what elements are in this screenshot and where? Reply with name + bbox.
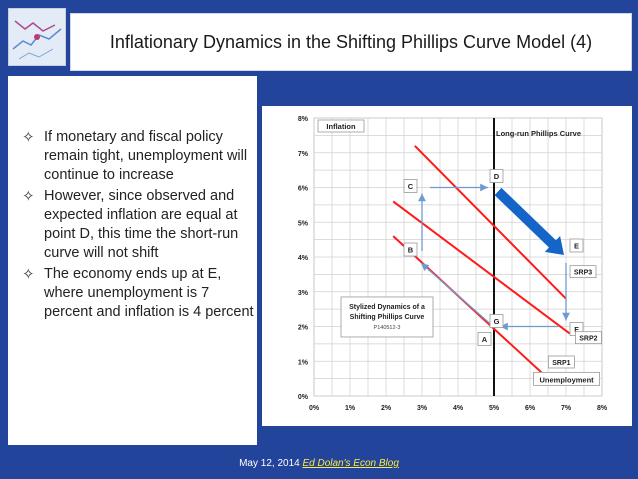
point-label-box: [489, 169, 504, 183]
x-axis-label: Unemployment: [540, 375, 595, 384]
x-tick-label: 4%: [453, 405, 464, 412]
y-tick-label: 7%: [298, 151, 309, 158]
y-tick-label: 4%: [298, 255, 309, 262]
point-label-box: [569, 238, 584, 253]
bullet-list: ✧ If monetary and fiscal policy remain ti…: [22, 128, 258, 324]
annotation-line3: P140512-3: [374, 325, 401, 331]
srp-label: SRP3: [574, 270, 592, 277]
blog-logo: [8, 8, 66, 66]
annotation-line2: Shifting Phillips Curve: [350, 314, 425, 321]
point-label: A: [482, 335, 488, 344]
x-axis-label-box: [533, 371, 601, 386]
srp-label: SRP1: [552, 360, 570, 367]
y-tick-label: 1%: [298, 359, 309, 366]
y-axis-label: Inflation: [326, 122, 356, 131]
x-tick-label: 0%: [309, 405, 320, 412]
bullet-item: ✧ However, since observed and expected in…: [22, 187, 258, 263]
bullet-text: If monetary and fiscal policy remain tig…: [44, 129, 248, 183]
star-bullet-icon: ✧: [22, 188, 35, 205]
x-tick-label: 6%: [525, 405, 536, 412]
y-tick-label: 6%: [298, 186, 309, 193]
footer-date: May 12, 2014: [239, 458, 300, 469]
y-tick-label: 3%: [298, 290, 309, 297]
y-tick-label: 2%: [298, 325, 309, 332]
annotation-line1: Stylized Dynamics of a: [349, 304, 425, 311]
srp-label-box: [547, 355, 575, 369]
srp-label-box: [574, 331, 602, 345]
long-run-label: Long-run Phillips Curve: [496, 129, 581, 138]
x-tick-label: 7%: [561, 405, 572, 412]
footer: May 12, 2014 Ed Dolan's Econ Blog: [0, 458, 638, 469]
point-label: D: [494, 172, 500, 181]
x-tick-label: 3%: [417, 405, 428, 412]
srp-label-box: [569, 265, 597, 279]
map-logo-icon: [9, 9, 65, 65]
y-tick-label: 5%: [298, 220, 309, 227]
movement-arrow: [420, 262, 492, 325]
point-label-box: [489, 314, 504, 328]
chart-svg: 0% 1% 2% 3% 4% 5% 6% 7% 8% 0% 1% 2% 3% 4% 5% 6% 7% 8% A B C…: [298, 116, 608, 412]
bullet-item: ✧ The economy ends up at E, where unemplo…: [22, 265, 258, 322]
point-label-box: [403, 179, 418, 193]
big-arrow-shape: [494, 187, 565, 256]
srp-label: SRP2: [579, 336, 597, 343]
blog-link[interactable]: Ed Dolan's Econ Blog: [302, 458, 399, 469]
x-tick-label: 1%: [345, 405, 356, 412]
point-label: C: [408, 182, 414, 191]
title-bar: Inflationary Dynamics in the Shifting Ph…: [70, 13, 632, 71]
big-shift-arrow: [494, 187, 565, 256]
star-bullet-icon: ✧: [22, 129, 35, 146]
phillips-curve-chart: 0% 1% 2% 3% 4% 5% 6% 7% 8% 0% 1% 2% 3% 4% 5% 6% 7% 8% A B C…: [262, 106, 632, 426]
y-tick-label: 8%: [298, 116, 309, 123]
point-label: F: [574, 325, 579, 334]
srp-line: [414, 145, 567, 300]
point-label-box: [403, 242, 418, 257]
x-tick-label: 8%: [597, 405, 608, 412]
y-tick-label: 0%: [298, 394, 309, 401]
slide-title: Inflationary Dynamics in the Shifting Ph…: [109, 31, 593, 52]
bullet-panel: ✧ If monetary and fiscal policy remain ti…: [8, 76, 257, 445]
bullet-item: ✧ If monetary and fiscal policy remain ti…: [22, 128, 258, 185]
point-label: E: [574, 242, 579, 251]
point-label-box: [477, 332, 492, 346]
star-bullet-icon: ✧: [22, 266, 35, 283]
annotation-box: [340, 296, 434, 338]
y-axis-label-box: [317, 119, 365, 133]
point-label: B: [408, 246, 414, 255]
x-tick-label: 5%: [489, 405, 500, 412]
x-tick-label: 2%: [381, 405, 392, 412]
point-label: G: [494, 317, 500, 326]
bullet-text: However, since observed and expected inf…: [44, 188, 239, 261]
bullet-text: The economy ends up at E, where unemploy…: [44, 266, 254, 320]
